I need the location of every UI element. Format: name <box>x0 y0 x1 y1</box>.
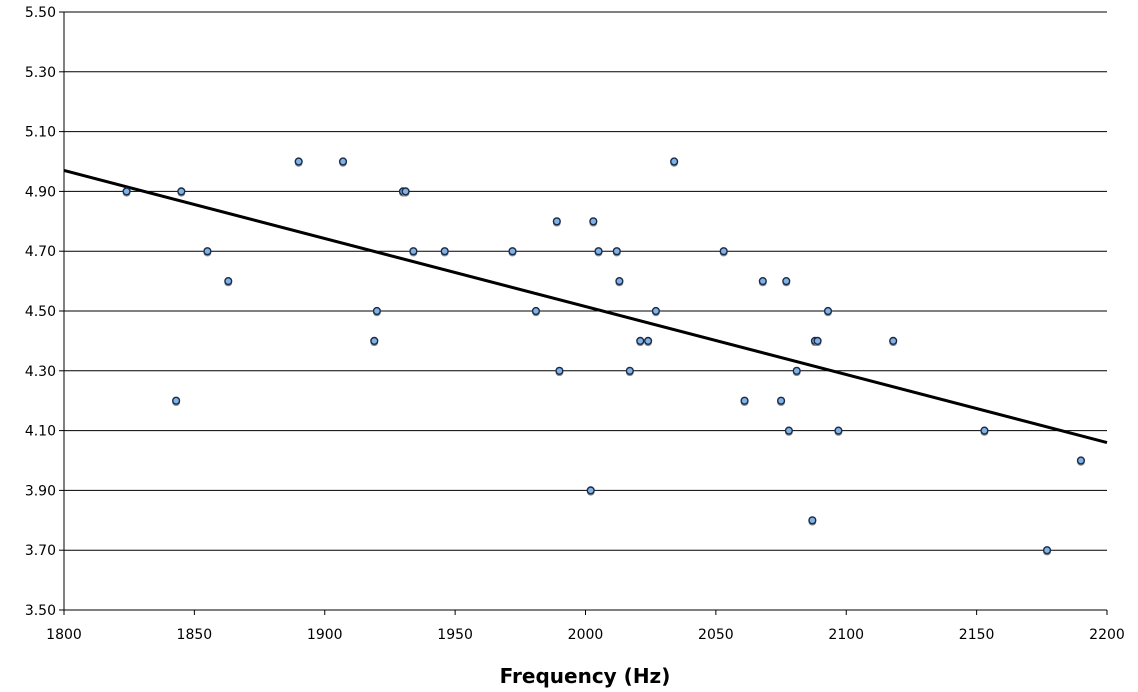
data-point <box>122 187 131 196</box>
trendline-group <box>63 169 1108 445</box>
data-point <box>552 217 561 226</box>
data-point <box>612 247 621 256</box>
trendline <box>63 169 1108 445</box>
data-point <box>651 306 661 316</box>
y-tick-label: 5.50 <box>25 5 56 21</box>
data-point <box>586 486 595 495</box>
data-point <box>440 247 449 256</box>
data-point <box>531 306 541 316</box>
data-point <box>615 277 624 286</box>
y-axis-ticks: 3.50 3.70 3.90 4.10 4.30 4.50 4.70 4.90 5.10 5.30… <box>25 5 64 619</box>
x-tick-label: 1800 <box>46 627 82 643</box>
data-point <box>643 336 653 346</box>
data-point <box>508 247 517 256</box>
data-point <box>834 426 843 435</box>
gridlines <box>64 11 1107 551</box>
x-tick-label: 1900 <box>307 627 343 643</box>
data-point <box>636 336 645 346</box>
x-tick-label: 2200 <box>1089 627 1125 643</box>
data-point <box>172 396 181 405</box>
data-point <box>589 217 598 226</box>
x-axis-ticks: 1800 1850 1900 1950 2000 2050 2100 2150 2200 <box>46 610 1125 643</box>
data-point <box>740 396 749 405</box>
data-point <box>808 516 817 525</box>
data-point <box>792 366 801 375</box>
x-axis-title: Frequency (Hz) <box>500 664 671 688</box>
data-point <box>294 157 303 166</box>
data-points <box>122 157 1086 556</box>
data-point <box>338 157 348 166</box>
y-tick-label: 3.70 <box>25 543 56 559</box>
data-point <box>776 396 786 405</box>
y-tick-label: 4.50 <box>25 304 56 320</box>
y-tick-label: 4.70 <box>25 244 56 260</box>
data-point <box>401 187 410 196</box>
data-point <box>670 157 679 166</box>
data-point <box>823 306 833 316</box>
x-tick-label: 2150 <box>959 627 995 643</box>
data-point <box>758 277 767 286</box>
y-tick-label: 3.50 <box>25 603 56 619</box>
data-point <box>813 336 822 346</box>
data-point <box>372 306 382 316</box>
data-point <box>784 426 793 435</box>
y-tick-label: 5.30 <box>25 65 56 81</box>
data-point <box>203 247 212 256</box>
data-point <box>594 247 603 256</box>
data-point <box>409 247 418 256</box>
data-point <box>1076 456 1086 465</box>
x-tick-label: 2000 <box>568 627 604 643</box>
x-tick-label: 1950 <box>437 627 473 643</box>
y-tick-label: 4.90 <box>25 184 56 200</box>
y-tick-label: 4.30 <box>25 364 56 380</box>
data-point <box>782 277 791 286</box>
data-point <box>1042 546 1052 555</box>
data-point <box>719 247 728 256</box>
data-point <box>980 426 989 435</box>
data-point <box>555 366 564 375</box>
data-point <box>370 336 379 346</box>
x-tick-label: 1850 <box>177 627 213 643</box>
data-point <box>889 336 898 346</box>
y-tick-label: 3.90 <box>25 483 56 499</box>
data-point <box>224 277 233 286</box>
data-point <box>177 187 186 196</box>
y-tick-label: 5.10 <box>25 125 56 141</box>
x-tick-label: 2100 <box>828 627 864 643</box>
data-point <box>625 366 634 375</box>
x-tick-label: 2050 <box>698 627 734 643</box>
y-tick-label: 4.10 <box>25 424 56 440</box>
